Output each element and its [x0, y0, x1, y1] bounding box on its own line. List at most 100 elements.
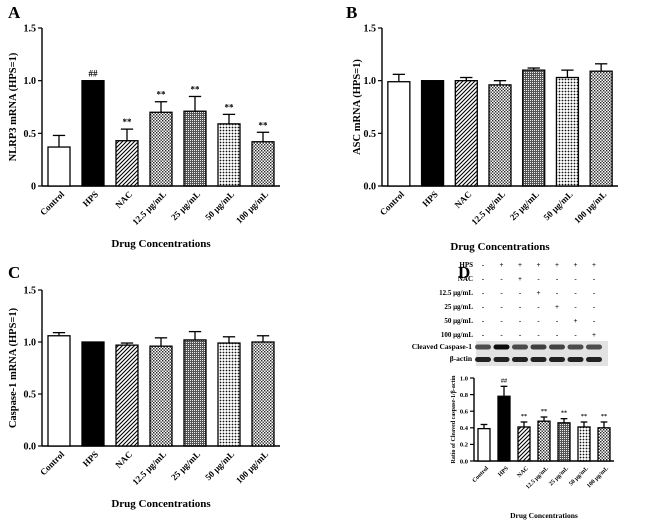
blot-band-caspase — [475, 345, 491, 350]
x-tick-label: NAC — [517, 466, 530, 479]
blot-sign: - — [500, 331, 503, 339]
band-label-actin: β-actin — [450, 354, 473, 363]
blot-row-label: 25 μg/mL — [444, 303, 473, 311]
blot-sign: - — [519, 303, 522, 311]
blot-band-caspase — [549, 345, 565, 350]
blot-sign: - — [482, 261, 485, 269]
y-axis-title: ASC mRNA (HPS=1) — [352, 59, 363, 155]
bar — [218, 343, 240, 446]
y-tick-label: 0.5 — [24, 390, 37, 401]
blot-sign: + — [537, 289, 541, 297]
blot-sign: + — [555, 303, 559, 311]
significance-mark: ** — [191, 84, 201, 94]
bar — [489, 85, 511, 186]
x-axis-title: Drug Concentrations — [510, 511, 578, 520]
y-tick-label: 0.5 — [364, 129, 377, 140]
bar — [455, 81, 477, 186]
panel-label-a: A — [8, 3, 21, 22]
bar — [82, 81, 104, 186]
x-tick-label: HPS — [420, 189, 439, 208]
blot-band-actin — [475, 357, 491, 362]
blot-sign: - — [593, 303, 596, 311]
y-tick-label: 1.0 — [24, 76, 37, 87]
y-axis-title: Ratio of Cleaved caspase-1/β-actin — [451, 375, 457, 464]
blot-band-caspase — [512, 345, 528, 350]
chart-b: 0.00.51.01.5ControlHPSNAC12.5 μg/mL25 μg… — [352, 24, 618, 254]
x-tick-label: 100 μg/mL — [586, 466, 610, 490]
blot-sign: - — [556, 317, 559, 325]
y-tick-label: 0.5 — [24, 129, 37, 140]
significance-mark: ** — [157, 90, 167, 100]
bar — [116, 141, 138, 186]
blot-sign: - — [500, 303, 503, 311]
panel-label-b: B — [346, 3, 357, 22]
bar — [590, 71, 612, 186]
blot-sign: + — [500, 261, 504, 269]
y-tick-label: 1.5 — [24, 24, 37, 35]
bar — [388, 82, 410, 186]
y-tick-label: 1.0 — [460, 375, 468, 382]
y-tick-label: 0.4 — [460, 425, 469, 432]
bar — [116, 345, 138, 446]
chart-c: 0.00.51.01.5ControlHPSNAC12.5 μg/mL25 μg… — [8, 286, 280, 511]
blot-sign-grid: -++++++--+-------+-------+-------+------… — [482, 261, 596, 339]
blot-sign: - — [482, 303, 485, 311]
bar — [150, 346, 172, 446]
blot-sign: + — [574, 317, 578, 325]
blot-sign: + — [555, 261, 559, 269]
blot-row-label: 12.5 μg/mL — [439, 289, 473, 297]
x-tick-label: 50 μg/mL — [203, 189, 236, 222]
x-tick-label: 50 μg/mL — [203, 449, 236, 482]
y-tick-label: 0.6 — [460, 408, 469, 415]
y-tick-label: 1.5 — [364, 24, 377, 35]
bar — [422, 81, 444, 186]
x-tick-label: 25 μg/mL — [169, 449, 202, 482]
blot-sign: - — [482, 289, 485, 297]
blot-sign: + — [518, 261, 522, 269]
x-tick-label: 25 μg/mL — [508, 189, 541, 222]
bar — [518, 427, 530, 461]
y-tick-label: 1.0 — [24, 338, 37, 349]
x-tick-label: 12.5 μg/mL — [130, 449, 168, 487]
blot-row-label: NAC — [458, 275, 473, 283]
bar — [538, 421, 550, 461]
blot-sign: - — [519, 289, 522, 297]
x-axis-title: Drug Concentrations — [111, 498, 211, 510]
blot-sign: - — [574, 289, 577, 297]
x-tick-label: NAC — [453, 189, 474, 210]
x-tick-label: Control — [38, 189, 67, 218]
blot-band-actin — [549, 357, 565, 362]
bar — [184, 340, 206, 446]
blot-sign: - — [574, 275, 577, 283]
band-label-caspase: Cleaved Caspase-1 — [412, 342, 472, 351]
y-tick-label: 0.0 — [364, 182, 377, 193]
blot-sign: - — [500, 289, 503, 297]
blot-band-caspase — [586, 345, 602, 350]
blot-sign: - — [537, 317, 540, 325]
blot-band-actin — [531, 357, 547, 362]
bar — [558, 423, 570, 461]
x-tick-label: HPS — [81, 449, 100, 468]
significance-mark: ** — [581, 414, 587, 420]
blot-band-caspase — [568, 345, 584, 350]
blot-sign: - — [500, 275, 503, 283]
bar — [478, 429, 490, 461]
blot-sign: - — [556, 331, 559, 339]
bar — [218, 124, 240, 186]
significance-mark: ** — [259, 120, 269, 130]
x-tick-label: 100 μg/mL — [234, 449, 270, 485]
bar — [578, 427, 590, 461]
significance-mark: ## — [501, 378, 507, 384]
bar — [184, 111, 206, 186]
blot-sign: + — [592, 261, 596, 269]
x-tick-label: 100 μg/mL — [572, 189, 608, 225]
bar — [252, 342, 274, 446]
bar — [523, 70, 545, 186]
significance-mark: ** — [521, 414, 527, 420]
bar — [556, 78, 578, 186]
blot-sign: - — [519, 331, 522, 339]
bar — [498, 396, 510, 461]
blot-sign: + — [518, 275, 522, 283]
significance-mark: ** — [123, 117, 133, 127]
